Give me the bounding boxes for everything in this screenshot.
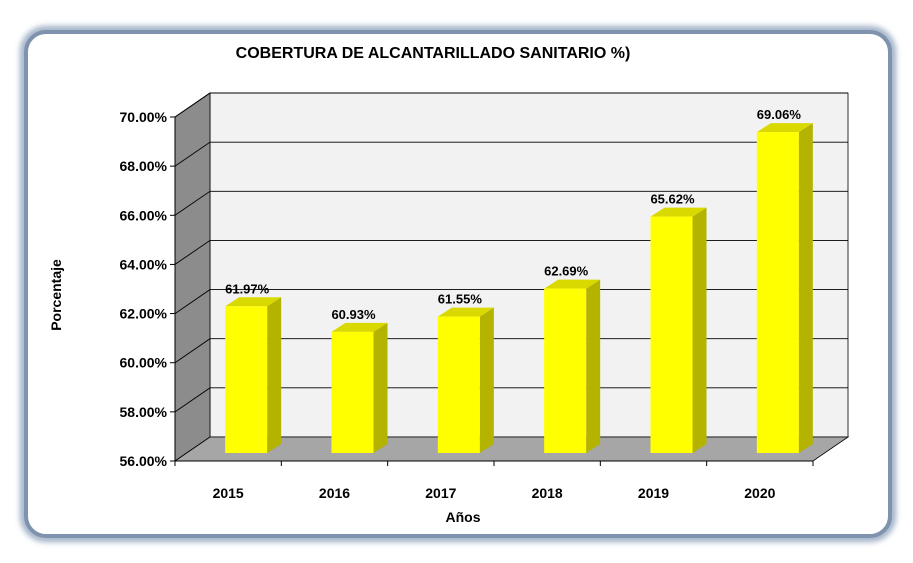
y-axis-label: Porcentaje: [48, 259, 64, 331]
x-tick-label: 2020: [744, 485, 775, 501]
gridline: [174, 141, 848, 167]
x-tick-label: 2019: [638, 485, 669, 501]
bar-top: [331, 322, 388, 332]
y-tick-label: 58.00%: [120, 404, 168, 420]
bar-top: [437, 307, 494, 317]
bar-top: [225, 297, 282, 307]
data-label: 61.97%: [225, 281, 270, 296]
bar-side: [692, 207, 707, 453]
y-tick-label: 66.00%: [120, 207, 168, 223]
chart-title: COBERTURA DE ALCANTARILLADO SANITARIO %): [236, 45, 631, 62]
data-label: 62.69%: [544, 264, 589, 279]
data-label: 69.06%: [757, 107, 802, 122]
y-tick-label: 70.00%: [120, 109, 168, 125]
side-wall: [174, 92, 211, 462]
gridline: [174, 239, 848, 265]
x-tick-label: 2016: [319, 485, 350, 501]
bar-top: [650, 207, 707, 217]
data-label: 61.55%: [438, 292, 483, 307]
bar: [544, 288, 587, 453]
gridline: [174, 338, 848, 364]
bar-top: [544, 279, 601, 289]
x-tick-label: 2015: [213, 485, 244, 501]
bar-side: [586, 279, 601, 453]
back-wall: [209, 92, 849, 438]
y-tick-label: 60.00%: [120, 355, 168, 371]
x-axis-label: Años: [446, 509, 481, 525]
data-label: 65.62%: [650, 192, 695, 207]
y-tick-label: 62.00%: [120, 306, 168, 322]
bar-side: [267, 297, 282, 453]
y-tick-label: 64.00%: [120, 256, 168, 272]
bar: [437, 316, 480, 453]
bar-top: [756, 123, 813, 133]
x-tick-label: 2017: [425, 485, 456, 501]
plot-area: 56.00% 58.00% 60.00% 62.00% 64.00% 66.00% 68.0…: [120, 92, 850, 501]
bar: [756, 132, 799, 453]
bar-side: [798, 123, 813, 454]
gridline: [174, 190, 848, 216]
y-tick-label: 56.00%: [120, 453, 168, 469]
gridline: [174, 289, 848, 314]
bar: [650, 216, 693, 453]
gridline: [174, 387, 848, 413]
y-tick-label: 68.00%: [120, 158, 168, 174]
bar: [331, 331, 374, 453]
data-label: 60.93%: [331, 307, 376, 322]
bar: [225, 306, 268, 453]
gridline: [174, 92, 848, 118]
x-tick-label: 2018: [532, 485, 563, 501]
bar-side: [479, 307, 494, 453]
bar-side: [373, 322, 388, 453]
